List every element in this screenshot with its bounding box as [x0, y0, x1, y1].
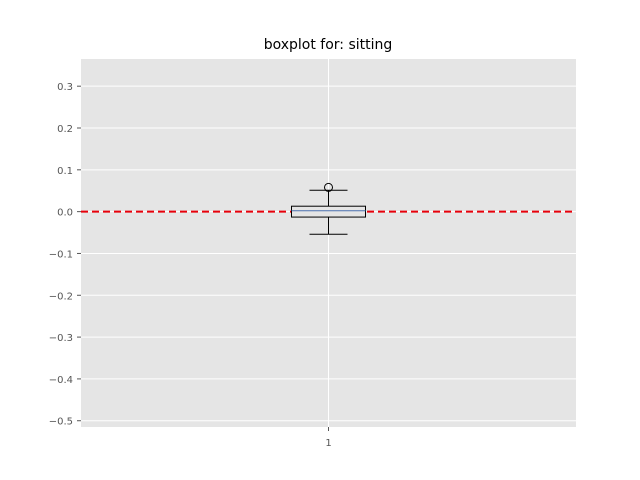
y-tick-label: 0.2	[57, 124, 73, 135]
y-tick-label: 0.1	[57, 166, 73, 177]
outlier-point	[324, 182, 333, 192]
y-tick-label: −0.3	[49, 333, 73, 344]
grid-lines	[81, 59, 576, 427]
y-tick-label: −0.1	[49, 249, 73, 260]
y-tick-label: −0.4	[49, 375, 73, 386]
y-tick-label: −0.2	[49, 291, 73, 302]
x-tick-label: 1	[325, 438, 331, 449]
box-group	[291, 182, 366, 235]
chart-title: boxplot for: sitting	[264, 37, 393, 53]
y-tick-label: 0.0	[57, 208, 73, 219]
box-body	[291, 205, 366, 218]
y-tick-label: 0.3	[57, 82, 73, 93]
y-axis-ticks: 0.3 0.2 0.1 0.0 −0.1 −0.2 −0.3 −0.4 −0.5	[49, 82, 81, 428]
y-tick-label: −0.5	[49, 417, 73, 428]
x-axis-ticks: 1	[325, 427, 332, 449]
